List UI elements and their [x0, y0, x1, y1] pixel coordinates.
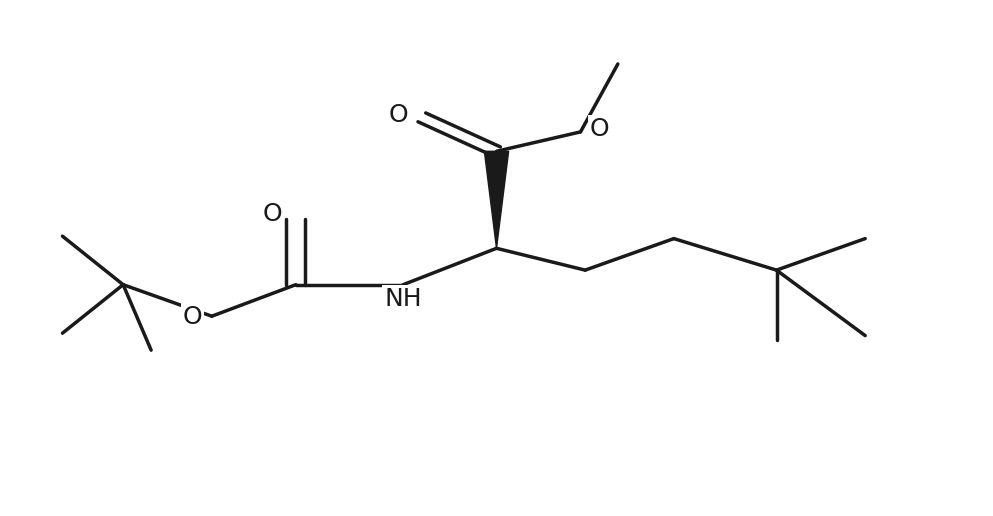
Text: O: O [262, 202, 282, 227]
Text: O: O [388, 103, 408, 127]
Polygon shape [485, 151, 508, 248]
Text: NH: NH [384, 287, 422, 311]
Text: O: O [590, 118, 610, 141]
Text: O: O [183, 305, 203, 329]
